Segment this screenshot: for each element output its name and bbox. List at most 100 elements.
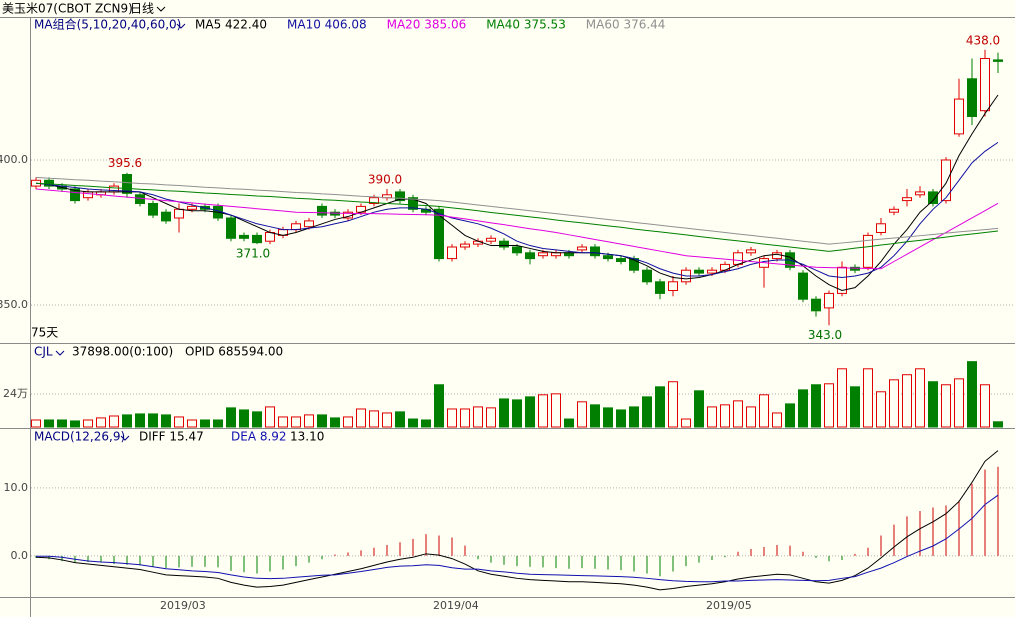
- volume-bar: [161, 414, 171, 428]
- volume-bar: [447, 408, 457, 428]
- candle-body: [655, 281, 665, 294]
- volume-bar: [200, 419, 210, 428]
- volume-bar: [278, 416, 288, 428]
- candle-body: [590, 246, 600, 257]
- volume-bar: [655, 386, 665, 428]
- candle-body: [369, 197, 379, 204]
- volume-bar: [551, 393, 561, 428]
- dropdown-icon[interactable]: [120, 435, 130, 441]
- candle-body: [434, 208, 444, 260]
- candle-body: [122, 173, 132, 194]
- volume-bar: [187, 419, 197, 428]
- volume-bar: [57, 419, 67, 428]
- candle-body: [161, 211, 171, 222]
- volume-bar: [226, 407, 236, 428]
- line-series: [35, 141, 999, 278]
- line-series: [35, 188, 999, 270]
- candle-body: [863, 234, 873, 268]
- legend-entry: DIFF 15.47: [139, 430, 204, 444]
- volume-bar: [135, 413, 145, 428]
- dropdown-icon[interactable]: [156, 6, 166, 12]
- y-tick-label: 24万: [3, 387, 28, 400]
- volume-bar: [863, 368, 873, 428]
- candle-body: [876, 223, 886, 233]
- volume-bar: [239, 409, 249, 428]
- volume-bar: [603, 407, 613, 428]
- volume-bar: [382, 412, 392, 428]
- volume-bar: [317, 414, 327, 428]
- indicator-label[interactable]: CJL: [34, 345, 53, 359]
- candle-body: [928, 191, 938, 204]
- indicator-label[interactable]: MA组合(5,10,20,40,60,0): [34, 17, 181, 32]
- volume-bar: [954, 378, 964, 428]
- line-series: [35, 176, 999, 245]
- candle-body: [980, 57, 990, 112]
- volume-bar: [785, 403, 795, 428]
- candle-body: [226, 217, 236, 239]
- legend-entry: MA5 422.40: [195, 18, 267, 32]
- volume-bar: [941, 384, 951, 428]
- volume-bar: [811, 384, 821, 428]
- candle-body: [486, 237, 496, 242]
- period-selector[interactable]: 日线: [130, 2, 154, 16]
- candle-body: [954, 98, 964, 135]
- volume-bar: [96, 417, 106, 428]
- volume-bar: [330, 417, 340, 428]
- volume-bar: [174, 416, 184, 428]
- candle-body: [148, 202, 158, 216]
- volume-bar: [980, 384, 990, 428]
- candle-body: [668, 281, 678, 292]
- dropdown-icon[interactable]: [55, 350, 65, 356]
- candle-body: [512, 246, 522, 254]
- high-label: 395.6: [108, 156, 142, 170]
- volume-bar: [434, 384, 444, 428]
- legend-entry: MA10 406.08: [287, 18, 367, 32]
- candle-body: [811, 298, 821, 312]
- candle-body: [733, 252, 743, 265]
- candle-body: [187, 205, 197, 210]
- volume-bar: [395, 411, 405, 428]
- volume-bar: [837, 368, 847, 428]
- instrument-title[interactable]: 美玉米07(CBOT ZCN9): [2, 2, 133, 16]
- candle-body: [707, 269, 717, 274]
- candle-body: [603, 255, 613, 260]
- candle-body: [642, 269, 652, 283]
- indicator-label[interactable]: MACD(12,26,9): [34, 430, 125, 444]
- volume-bar: [252, 411, 262, 428]
- volume-bar: [44, 419, 54, 428]
- volume-bar: [681, 418, 691, 428]
- candle-body: [694, 269, 704, 274]
- volume-bar: [668, 381, 678, 428]
- volume-bar: [109, 415, 119, 428]
- line-series: [35, 450, 999, 591]
- volume-bar: [148, 413, 158, 428]
- volume-bar: [122, 414, 132, 428]
- candle-body: [499, 240, 509, 248]
- candle-body: [70, 188, 80, 202]
- volume-bar: [629, 406, 639, 428]
- candle-body: [824, 292, 834, 309]
- candle-body: [616, 258, 626, 262]
- volume-bar: [850, 386, 860, 428]
- volume-bar: [590, 404, 600, 428]
- volume-bar: [525, 396, 535, 428]
- volume-bar: [499, 398, 509, 428]
- volume-bar: [564, 418, 574, 428]
- volume-bar: [31, 419, 41, 428]
- candle-body: [291, 223, 301, 231]
- y-tick-label: 10.0: [4, 481, 29, 494]
- volume-bar: [759, 394, 769, 428]
- x-tick-label: 2019/05: [706, 599, 752, 612]
- candle-body: [395, 191, 405, 202]
- histogram-label: 13.10: [290, 430, 324, 444]
- candle-body: [304, 220, 314, 228]
- volume-bar: [707, 406, 717, 428]
- volume-bar: [733, 400, 743, 428]
- candle-body: [525, 252, 535, 260]
- dropdown-icon[interactable]: [176, 23, 186, 29]
- volume-bar: [486, 407, 496, 428]
- volume-bar: [915, 368, 925, 428]
